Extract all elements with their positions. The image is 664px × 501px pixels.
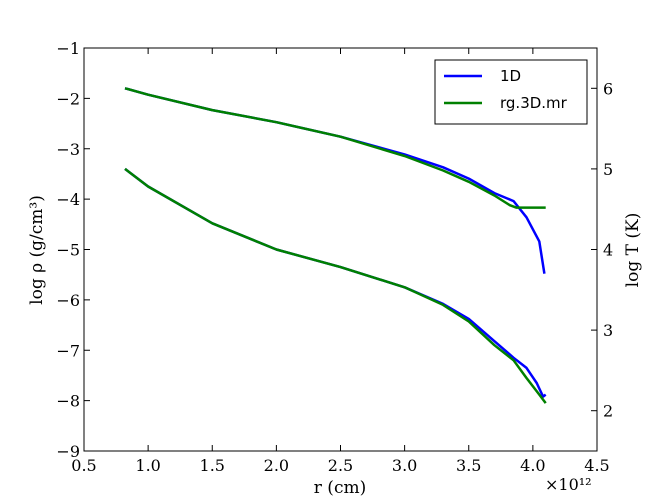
x-tick-label: 4.5	[584, 456, 609, 475]
y-left-tick-label: −1	[56, 39, 80, 58]
x-tick-label: 1.5	[200, 456, 225, 475]
series-lines	[124, 87, 547, 404]
x-tick-label: 0.5	[71, 456, 96, 475]
y-left-tick-label: −7	[56, 341, 80, 360]
y-left-tick-label: −6	[56, 291, 80, 310]
x-axis-multiplier: ×10¹²	[545, 475, 592, 494]
legend-box	[434, 59, 588, 125]
y-left-tick-label: −9	[56, 442, 80, 461]
y-right-axis-label: log T (K)	[623, 213, 643, 288]
legend-label-rg-3d-mr: rg.3D.mr	[500, 94, 568, 112]
y-right-tick-label: 4	[603, 241, 613, 260]
y-right-tick-label: 6	[603, 79, 613, 98]
x-tick-label: 4.0	[520, 456, 545, 475]
y-left-axis-label: log ρ (g/cm³)	[27, 195, 47, 305]
y-left-tick-label: −3	[56, 140, 80, 159]
y-right-axis-ticks: 2 3 4 5 6	[591, 79, 613, 421]
series-line-rg-3d-mr-right	[124, 87, 546, 209]
x-axis-label: r (cm)	[314, 478, 366, 498]
legend: 1D rg.3D.mr	[434, 59, 588, 125]
x-tick-label: 2.5	[328, 456, 353, 475]
y-left-tick-label: −8	[56, 392, 80, 411]
y-right-tick-label: 3	[603, 321, 613, 340]
y-right-tick-label: 2	[603, 402, 613, 421]
x-axis-ticks: 0.5 1.0 1.5 2.0 2.5 3.0 3.5 4.0 4.5	[71, 48, 610, 475]
y-left-tick-label: −5	[56, 241, 80, 260]
x-tick-label: 2.0	[264, 456, 289, 475]
legend-label-1d: 1D	[500, 67, 521, 85]
x-tick-label: 3.0	[392, 456, 417, 475]
y-left-tick-label: −4	[56, 190, 80, 209]
x-tick-label: 3.5	[456, 456, 481, 475]
y-left-tick-label: −2	[56, 89, 80, 108]
y-right-tick-label: 5	[603, 160, 613, 179]
x-tick-label: 1.0	[135, 456, 160, 475]
y-left-axis-ticks: −9 −8 −7 −6 −5 −4 −3 −2 −1	[56, 39, 90, 461]
series-line-rg-3d-mr-left	[124, 167, 547, 404]
